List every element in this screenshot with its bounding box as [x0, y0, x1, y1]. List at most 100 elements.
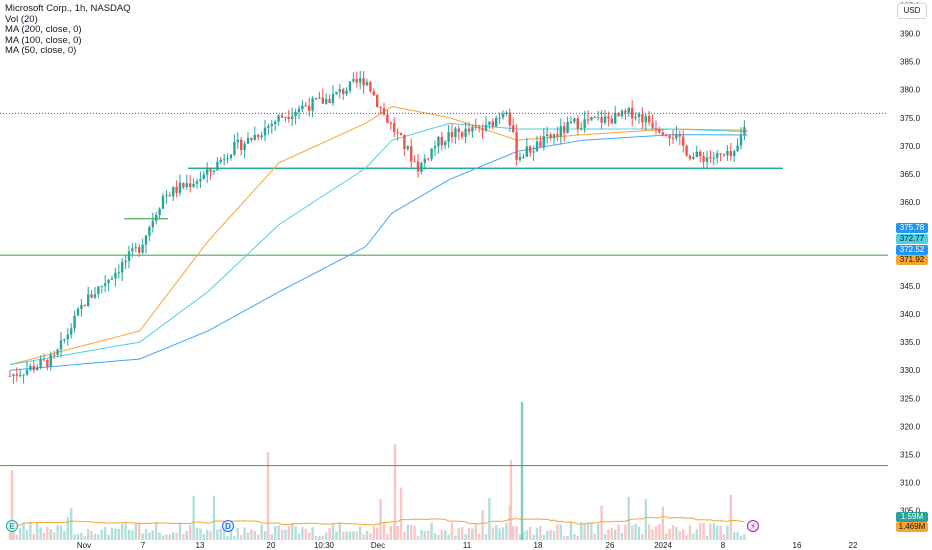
volume-bar [699, 523, 702, 540]
volume-bar [165, 534, 168, 540]
symbol-title[interactable]: Microsoft Corp., 1h, NASDAQ [5, 3, 131, 14]
time-axis-bg [0, 540, 932, 550]
volume-bar [641, 534, 644, 540]
volume-bar [291, 522, 294, 540]
volume-bar [36, 523, 39, 540]
volume-bar [93, 533, 97, 540]
volume-bar [433, 532, 437, 540]
candle-body [209, 169, 212, 172]
volume-bar [467, 528, 471, 540]
candle-body [12, 374, 15, 376]
candle-body [593, 116, 596, 118]
volume-bar [325, 532, 328, 540]
volume-bar [716, 525, 719, 540]
candle-body [501, 113, 505, 118]
volume-bar [229, 529, 233, 540]
candle-body [471, 126, 474, 132]
candle-body [637, 114, 641, 117]
legend-ma50[interactable]: MA (50, close, 0) [5, 45, 77, 56]
candle-body [416, 161, 420, 172]
price-tick-label: 310.0 [900, 478, 921, 487]
candle-body [25, 370, 29, 375]
candle-body [100, 285, 103, 287]
volume-bar [437, 535, 440, 540]
volume-bar [702, 522, 705, 540]
volume-bar [695, 529, 698, 540]
candle-body [114, 272, 117, 279]
volume-bar [614, 529, 617, 540]
candle-body [437, 136, 440, 147]
candle-body [675, 134, 678, 139]
candle-body [216, 161, 219, 171]
volume-bar [70, 508, 73, 540]
volume-bar [182, 534, 185, 540]
candle-body [243, 143, 246, 150]
volume-bar [90, 531, 93, 540]
price-tick-label: 370.0 [900, 142, 921, 151]
volume-bar [634, 523, 637, 540]
candle-body [423, 158, 426, 163]
candle-body [274, 121, 277, 124]
candle-body [226, 158, 229, 160]
time-axis[interactable]: Nov 7 13 20 10:30 Dec 11 18 26 2024 8 16 22 [0, 540, 932, 550]
legend-ma200[interactable]: MA (200, close, 0) [5, 24, 82, 35]
candle-body [573, 118, 576, 122]
candle-body [369, 82, 372, 92]
volume-bar [522, 531, 525, 540]
volume-bar [144, 528, 148, 540]
volume-bar [682, 529, 685, 540]
currency-button[interactable]: USD [897, 3, 927, 19]
price-tick-label: 380.0 [900, 86, 921, 95]
candle-body [733, 151, 736, 157]
price-tick-label: 360.0 [900, 198, 921, 207]
candle-body [491, 121, 494, 127]
candle-body [712, 157, 715, 159]
candle-body [658, 129, 661, 133]
volume-bar [617, 524, 620, 540]
volume-bar [335, 531, 338, 540]
last-price-tag: 375.78 [896, 223, 928, 233]
candle-body [726, 151, 729, 156]
earnings-badge[interactable]: E [6, 520, 18, 532]
candle-body [668, 135, 671, 139]
volume-bar [110, 527, 114, 540]
candle-body [104, 283, 107, 286]
candle-body [648, 115, 651, 123]
dividend-badge[interactable]: D [222, 520, 234, 532]
volume-bar [287, 526, 290, 540]
price-axis[interactable]: 305.0 310.0 315.0 320.0 325.0 330.0 335.0 340.0… [888, 0, 932, 550]
volume-bar [671, 525, 675, 540]
volume-bar [491, 527, 494, 540]
ma200-line [9, 134, 748, 371]
candle-body [250, 137, 253, 140]
time-tick-label: 22 [849, 541, 858, 550]
candle-body [393, 123, 396, 133]
candle-body [195, 181, 199, 184]
legend-ma100[interactable]: MA (100, close, 0) [5, 34, 82, 46]
candle-body [722, 154, 726, 156]
volume-bar [736, 531, 739, 540]
candle-body [515, 132, 518, 160]
volume-bar [328, 528, 331, 540]
candle-body [396, 132, 399, 134]
candle-body [546, 134, 549, 137]
volume-ma-layer [9, 515, 745, 527]
volume-bar [284, 529, 287, 540]
candle-body [671, 138, 675, 140]
volume-bar [600, 505, 603, 540]
candle-body [552, 134, 556, 139]
volume-bar [464, 534, 467, 540]
volume-bar [389, 526, 392, 540]
volume-bar [665, 533, 668, 540]
candle-body [131, 248, 134, 252]
candle-body [372, 91, 375, 96]
volume-bar [331, 523, 335, 540]
volume-bar [651, 529, 654, 540]
price-tick-label: 345.0 [900, 282, 921, 291]
volume-bar [308, 532, 311, 540]
ma100-price-tag: 372.52 [896, 245, 928, 255]
price-axis-bg [888, 0, 932, 550]
split-badge[interactable]: ⚡ [747, 520, 759, 532]
legend-volume[interactable]: Vol (20) [5, 13, 38, 25]
